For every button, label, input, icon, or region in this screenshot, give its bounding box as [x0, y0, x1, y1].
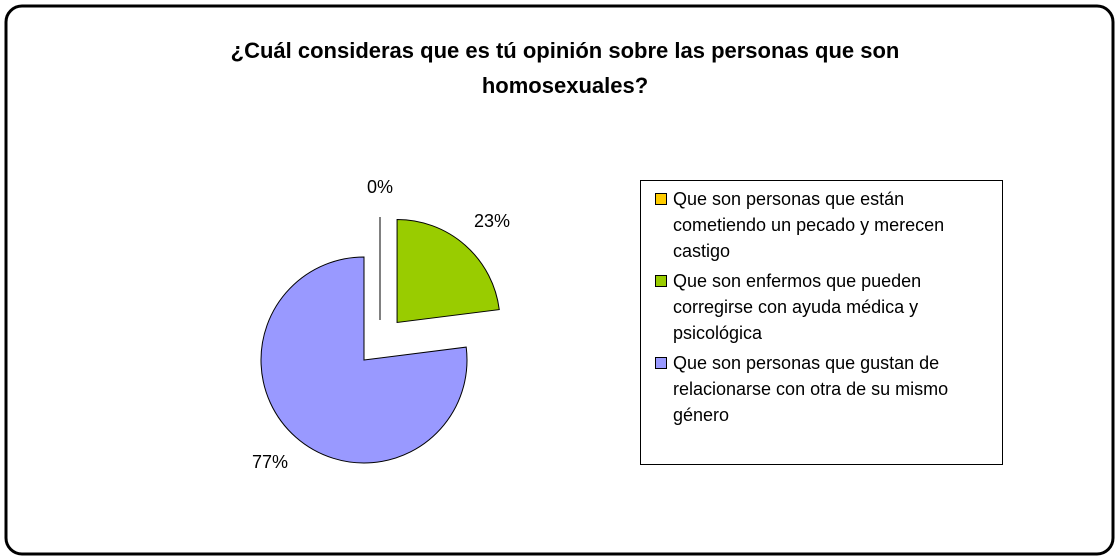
legend-swatch [655, 193, 667, 205]
legend-label: Que son personas que gustan de relaciona… [673, 353, 949, 425]
legend-label: Que son personas que están cometiendo un… [673, 189, 945, 261]
pie-slice [260, 256, 468, 464]
data-label: 23% [474, 211, 510, 231]
legend: Que son personas que están cometiendo un… [640, 180, 1003, 465]
legend-entry: Que son personas que están cometiendo un… [655, 186, 994, 264]
legend-entry: Que son enfermos que pueden corregirse c… [655, 268, 994, 346]
legend-swatch [655, 357, 667, 369]
pie-slice [396, 218, 500, 324]
legend-entry: Que son personas que gustan de relaciona… [655, 350, 994, 428]
legend-swatch [655, 275, 667, 287]
data-label: 77% [252, 452, 288, 472]
chart-title: ¿Cuál consideras que es tú opinión sobre… [230, 38, 900, 98]
data-label: 0% [367, 177, 393, 197]
legend-label: Que son enfermos que pueden corregirse c… [673, 271, 922, 343]
